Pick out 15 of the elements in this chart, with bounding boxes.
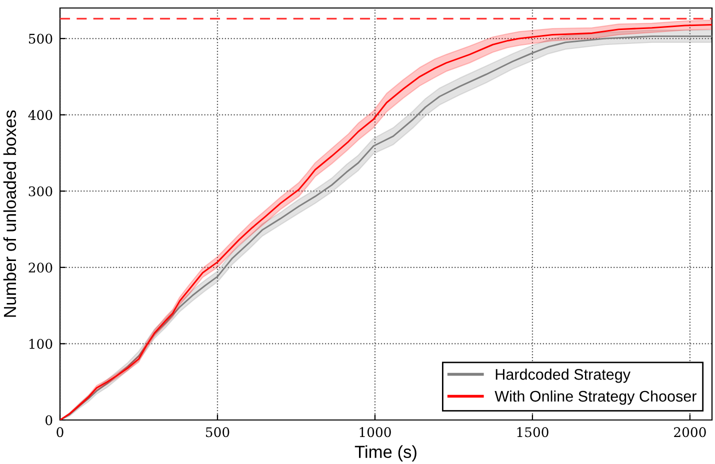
y-axis-title: Number of unloaded boxes [3,110,16,317]
y-tick-label: 200 [28,262,52,273]
y-tick-label: 100 [29,338,52,349]
x-tick-label: 1500 [517,427,548,438]
y-tick-label: 300 [28,186,52,196]
legend-label: Hardcoded Strategy [496,368,630,383]
x-tick-label: 1000 [360,427,391,438]
x-tick-label: 0 [56,427,64,438]
x-tick-label: 500 [206,427,230,438]
y-tick-label: 400 [28,110,52,120]
x-tick-label: 2000 [674,427,706,438]
legend-label: With Online Strategy Chooser [494,390,696,405]
y-tick-label: 0 [46,415,52,426]
x-axis-title: Time (s) [354,445,416,462]
y-tick-label: 500 [28,34,52,44]
